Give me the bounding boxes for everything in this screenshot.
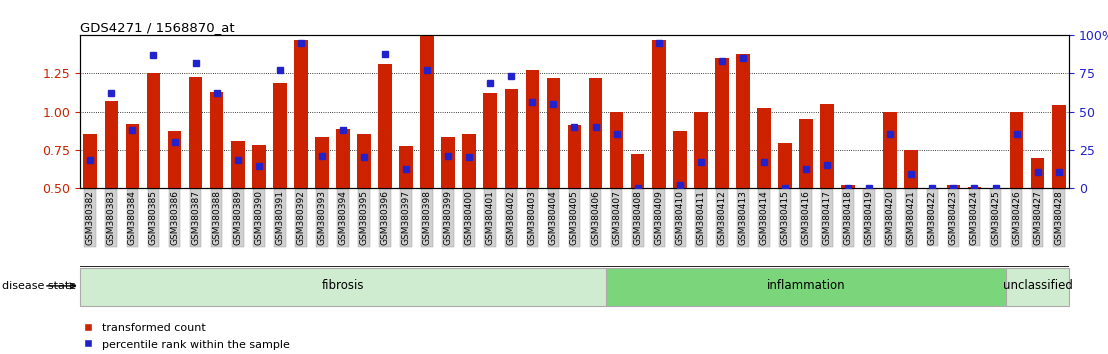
FancyBboxPatch shape (606, 268, 1006, 306)
FancyBboxPatch shape (1006, 268, 1069, 306)
Bar (273, 82, 287, 188)
Bar (841, 185, 855, 188)
Bar (83, 133, 98, 188)
Bar (946, 185, 961, 188)
Bar (799, 119, 813, 188)
Bar (357, 134, 371, 188)
Bar (420, 12, 434, 188)
Bar (567, 125, 582, 188)
Text: fibrosis: fibrosis (321, 279, 365, 292)
Bar (609, 112, 624, 188)
Bar (736, 54, 750, 188)
Bar (1051, 105, 1066, 188)
Bar (673, 131, 687, 188)
Bar (883, 112, 897, 188)
Bar (462, 134, 476, 188)
Text: inflammation: inflammation (767, 279, 845, 292)
Bar (588, 78, 603, 188)
Bar (525, 70, 540, 188)
Bar (820, 104, 834, 188)
Bar (252, 145, 266, 188)
Bar (904, 149, 919, 188)
Bar (146, 73, 161, 188)
Legend: transformed count, percentile rank within the sample: transformed count, percentile rank withi… (78, 318, 295, 354)
Bar (862, 188, 876, 202)
Bar (104, 101, 119, 188)
Bar (441, 137, 455, 188)
Text: unclassified: unclassified (1003, 279, 1073, 292)
Bar (778, 143, 792, 188)
Bar (988, 188, 1003, 195)
Bar (378, 64, 392, 188)
Bar (1009, 112, 1024, 188)
Bar (694, 112, 708, 188)
Bar (652, 40, 666, 188)
Bar (504, 89, 519, 188)
Bar (125, 125, 140, 188)
Text: disease state: disease state (2, 281, 76, 291)
Bar (715, 58, 729, 188)
Bar (315, 137, 329, 188)
Bar (630, 154, 645, 188)
Bar (209, 92, 224, 188)
Text: GDS4271 / 1568870_at: GDS4271 / 1568870_at (80, 21, 235, 34)
FancyBboxPatch shape (80, 268, 606, 306)
Bar (230, 142, 245, 188)
Bar (167, 131, 182, 188)
Bar (188, 77, 203, 188)
Bar (294, 40, 308, 188)
Bar (399, 146, 413, 188)
Bar (546, 78, 561, 188)
Bar (336, 130, 350, 188)
Bar (925, 188, 940, 192)
Bar (757, 108, 771, 188)
Bar (1030, 158, 1045, 188)
Bar (483, 93, 497, 188)
